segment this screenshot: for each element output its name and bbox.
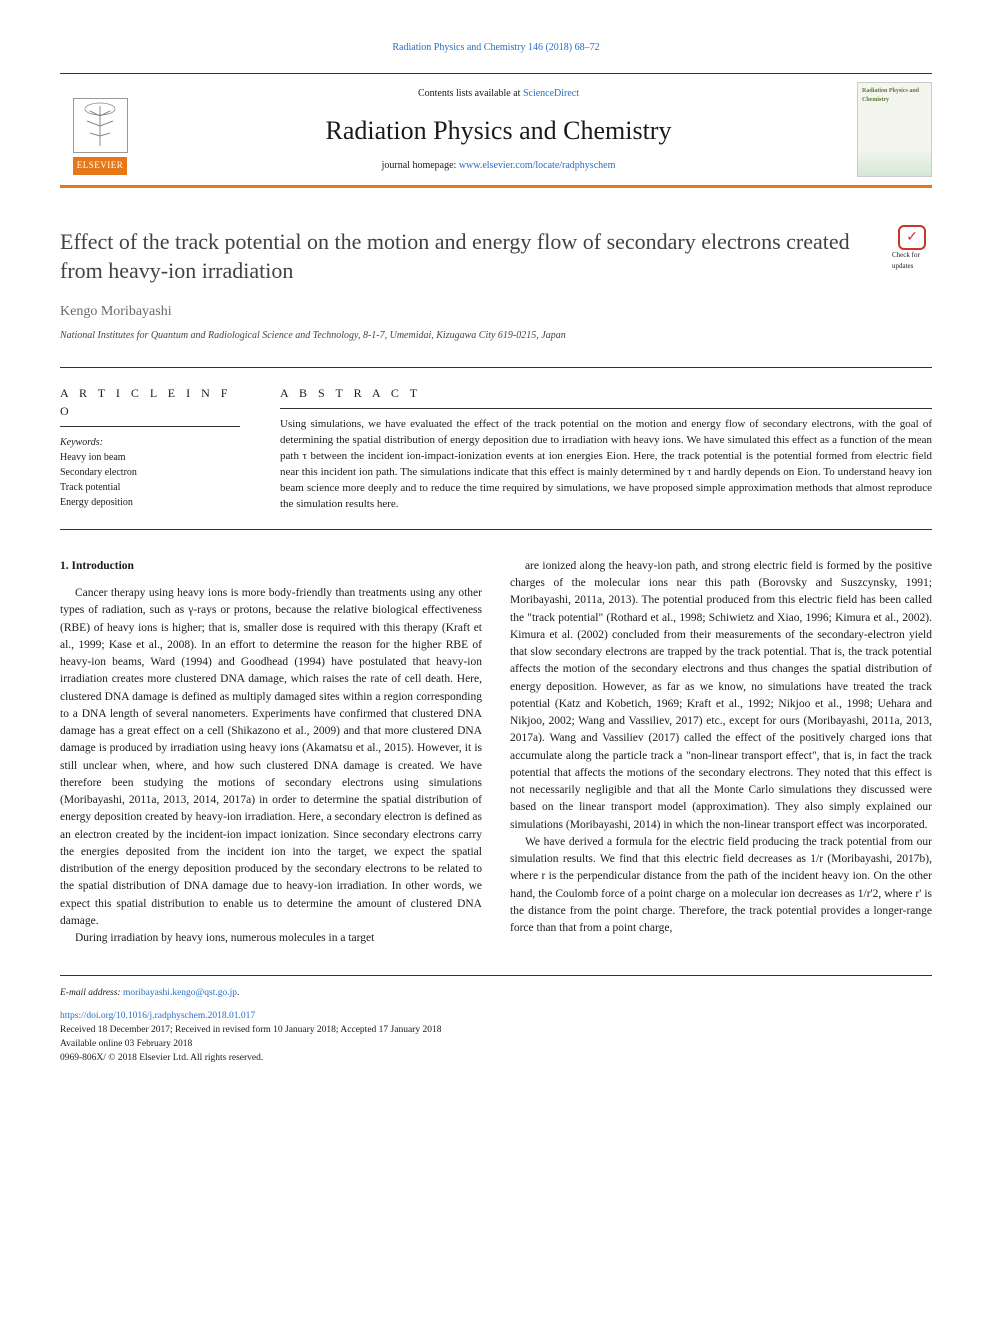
contents-prefix: Contents lists available at	[418, 88, 523, 99]
author-name: Kengo Moribayashi	[60, 301, 932, 322]
contents-line: Contents lists available at ScienceDirec…	[140, 86, 857, 101]
keyword: Secondary electron	[60, 465, 240, 480]
body-paragraph: are ionized along the heavy-ion path, an…	[510, 558, 932, 834]
left-column: 1. Introduction Cancer therapy using hea…	[60, 558, 482, 948]
copyright-line: 0969-806X/ © 2018 Elsevier Ltd. All righ…	[60, 1053, 263, 1063]
keyword: Heavy ion beam	[60, 450, 240, 465]
email-line: E-mail address: moribayashi.kengo@qst.go…	[60, 986, 932, 1000]
journal-title: Radiation Physics and Chemistry	[140, 111, 857, 150]
cover-title: Radiation Physics and Chemistry	[862, 87, 927, 105]
right-column: are ionized along the heavy-ion path, an…	[510, 558, 932, 948]
doi-link[interactable]: https://doi.org/10.1016/j.radphyschem.20…	[60, 1011, 255, 1021]
article-meta-row: A R T I C L E I N F O Keywords: Heavy io…	[60, 367, 932, 530]
journal-header: ELSEVIER Contents lists available at Sci…	[60, 73, 932, 188]
keyword: Track potential	[60, 480, 240, 495]
elsevier-tree-icon	[73, 98, 128, 153]
homepage-line: journal homepage: www.elsevier.com/locat…	[140, 158, 857, 173]
keyword: Energy deposition	[60, 495, 240, 510]
email-label: E-mail address:	[60, 988, 123, 998]
citation-link[interactable]: Radiation Physics and Chemistry 146 (201…	[392, 42, 599, 53]
article-title: Effect of the track potential on the mot…	[60, 228, 872, 285]
bookmark-icon: ✓	[898, 225, 926, 250]
homepage-link[interactable]: www.elsevier.com/locate/radphyschem	[459, 160, 616, 171]
footer: E-mail address: moribayashi.kengo@qst.go…	[60, 975, 932, 1065]
publisher-name: ELSEVIER	[73, 157, 128, 175]
body-columns: 1. Introduction Cancer therapy using hea…	[60, 558, 932, 948]
abstract-block: A B S T R A C T Using simulations, we ha…	[280, 384, 932, 513]
article-info-block: A R T I C L E I N F O Keywords: Heavy io…	[60, 384, 240, 513]
journal-cover-thumbnail: Radiation Physics and Chemistry	[857, 82, 932, 177]
homepage-prefix: journal homepage:	[382, 160, 459, 171]
title-row: Effect of the track potential on the mot…	[60, 228, 932, 285]
sciencedirect-link[interactable]: ScienceDirect	[523, 88, 579, 99]
abstract-heading: A B S T R A C T	[280, 384, 932, 409]
body-paragraph: We have derived a formula for the electr…	[510, 834, 932, 938]
body-paragraph: During irradiation by heavy ions, numero…	[60, 930, 482, 947]
header-center: Contents lists available at ScienceDirec…	[140, 86, 857, 173]
email-link[interactable]: moribayashi.kengo@qst.go.jp	[123, 988, 237, 998]
section-heading-intro: 1. Introduction	[60, 558, 482, 575]
received-line: Received 18 December 2017; Received in r…	[60, 1025, 441, 1035]
footer-meta: https://doi.org/10.1016/j.radphyschem.20…	[60, 1009, 932, 1066]
publisher-logo: ELSEVIER	[60, 85, 140, 175]
top-citation: Radiation Physics and Chemistry 146 (201…	[60, 40, 932, 55]
keywords-list: Heavy ion beam Secondary electron Track …	[60, 450, 240, 510]
article-info-heading: A R T I C L E I N F O	[60, 384, 240, 427]
check-updates-label: Check for updates	[892, 250, 932, 271]
check-updates-badge[interactable]: ✓ Check for updates	[892, 228, 932, 268]
author-affiliation: National Institutes for Quantum and Radi…	[60, 328, 932, 343]
keywords-label: Keywords:	[60, 435, 240, 450]
online-line: Available online 03 February 2018	[60, 1039, 192, 1049]
body-paragraph: Cancer therapy using heavy ions is more …	[60, 585, 482, 930]
abstract-text: Using simulations, we have evaluated the…	[280, 417, 932, 513]
